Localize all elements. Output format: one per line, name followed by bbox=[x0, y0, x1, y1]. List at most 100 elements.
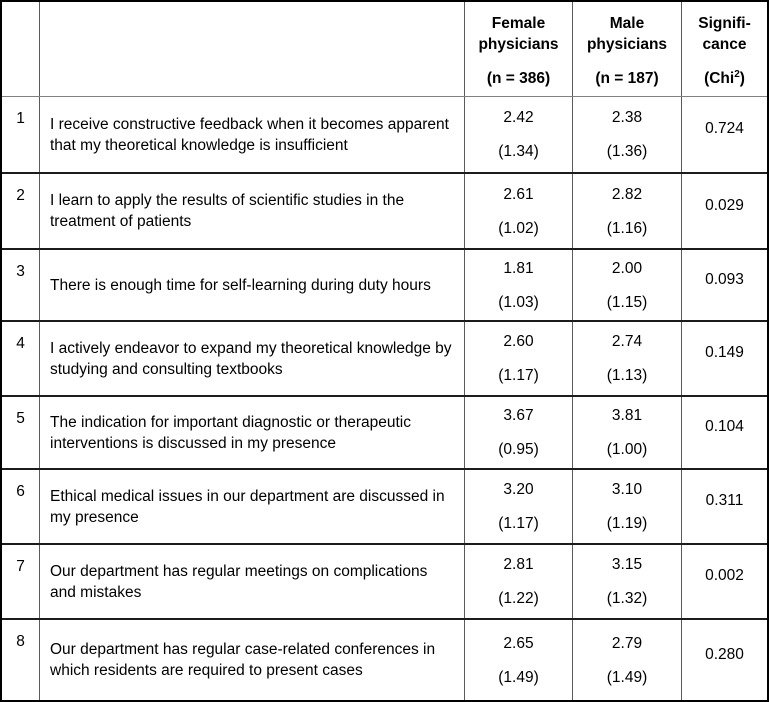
statement-text: Our department has regular case-related … bbox=[50, 641, 436, 679]
male-value-cell: 3.15 (1.32) bbox=[573, 545, 682, 618]
significance-header-line2: cance bbox=[702, 36, 747, 53]
row-number: 1 bbox=[16, 110, 25, 127]
female-header-n: (n = 386) bbox=[486, 70, 551, 87]
row-number-cell: 1 bbox=[2, 97, 40, 172]
male-value-cell: 3.10 (1.19) bbox=[573, 470, 682, 543]
table-body: 1 I receive constructive feedback when i… bbox=[2, 97, 767, 700]
significance-value: 0.149 bbox=[705, 344, 744, 361]
female-sd: (1.17) bbox=[498, 367, 539, 384]
female-value-cell: 3.67 (0.95) bbox=[465, 397, 573, 468]
female-mean: 2.42 bbox=[503, 109, 534, 126]
female-sd: (1.22) bbox=[498, 590, 539, 607]
male-value-cell: 2.38 (1.36) bbox=[573, 97, 682, 172]
significance-header-chi: (Chi2) bbox=[704, 68, 745, 89]
female-value-cell: 1.81 (1.03) bbox=[465, 250, 573, 320]
significance-value-cell: 0.104 bbox=[682, 397, 767, 468]
female-sd: (1.02) bbox=[498, 219, 539, 237]
significance-value-cell: 0.029 bbox=[682, 174, 767, 248]
male-sd: (1.19) bbox=[606, 515, 648, 532]
table-row: 8 Our department has regular case-relate… bbox=[2, 620, 767, 700]
row-number: 2 bbox=[16, 187, 25, 204]
header-cell-significance: Signifi- cance (Chi2) bbox=[682, 2, 767, 96]
significance-value: 0.029 bbox=[705, 196, 744, 214]
male-mean: 2.74 bbox=[611, 333, 643, 350]
significance-value: 0.002 bbox=[705, 567, 744, 584]
row-number-cell: 2 bbox=[2, 174, 40, 248]
row-number-cell: 7 bbox=[2, 545, 40, 618]
chi-superscript: 2 bbox=[734, 68, 740, 80]
table-row: 2 I learn to apply the results of scient… bbox=[2, 174, 767, 250]
male-value-cell: 2.00 (1.15) bbox=[573, 250, 682, 320]
statement-text: I receive constructive feedback when it … bbox=[50, 115, 449, 154]
row-number: 5 bbox=[16, 410, 25, 427]
male-mean: 2.79 bbox=[611, 634, 643, 652]
chi-suffix: ) bbox=[739, 70, 745, 87]
female-mean: 2.65 bbox=[503, 634, 534, 652]
significance-value: 0.093 bbox=[705, 270, 744, 288]
row-number-cell: 4 bbox=[2, 322, 40, 395]
female-header-line2: physicians bbox=[478, 36, 559, 53]
row-number-cell: 6 bbox=[2, 470, 40, 543]
female-value-cell: 2.60 (1.17) bbox=[465, 322, 573, 395]
header-cell-female: Female physicians (n = 386) bbox=[465, 2, 573, 96]
female-mean: 2.61 bbox=[503, 185, 534, 203]
male-value-cell: 2.74 (1.13) bbox=[573, 322, 682, 395]
female-value-cell: 2.42 (1.34) bbox=[465, 97, 573, 172]
female-sd: (0.95) bbox=[498, 441, 539, 458]
male-sd: (1.32) bbox=[606, 590, 648, 607]
female-mean: 2.60 bbox=[503, 333, 534, 350]
statement-cell: There is enough time for self-learning d… bbox=[40, 250, 465, 320]
male-sd: (1.49) bbox=[606, 668, 648, 686]
row-number-cell: 8 bbox=[2, 620, 40, 700]
male-mean: 2.82 bbox=[611, 185, 643, 203]
statement-text: The indication for important diagnostic … bbox=[50, 413, 412, 452]
statement-cell: I actively endeavor to expand my theoret… bbox=[40, 322, 465, 395]
significance-value: 0.311 bbox=[705, 492, 744, 509]
statement-text: Ethical medical issues in our department… bbox=[50, 487, 445, 526]
row-number-cell: 5 bbox=[2, 397, 40, 468]
male-mean: 3.10 bbox=[611, 481, 643, 498]
significance-value-cell: 0.311 bbox=[682, 470, 767, 543]
female-sd: (1.49) bbox=[498, 668, 539, 686]
male-value-cell: 2.79 (1.49) bbox=[573, 620, 682, 700]
statement-text: There is enough time for self-learning d… bbox=[50, 276, 431, 294]
female-sd: (1.17) bbox=[498, 515, 539, 532]
female-mean: 3.67 bbox=[503, 407, 534, 424]
row-number: 3 bbox=[16, 263, 25, 280]
statement-cell: I learn to apply the results of scientif… bbox=[40, 174, 465, 248]
significance-value-cell: 0.002 bbox=[682, 545, 767, 618]
table-row: 3 There is enough time for self-learning… bbox=[2, 250, 767, 322]
table-row: 7 Our department has regular meetings on… bbox=[2, 545, 767, 620]
male-mean: 2.38 bbox=[611, 109, 643, 126]
female-sd: (1.34) bbox=[498, 143, 539, 160]
significance-value-cell: 0.093 bbox=[682, 250, 767, 320]
male-sd: (1.13) bbox=[606, 367, 648, 384]
significance-value: 0.724 bbox=[705, 120, 744, 137]
statement-text: Our department has regular meetings on c… bbox=[50, 562, 428, 601]
row-number-cell: 3 bbox=[2, 250, 40, 320]
male-header-line2: physicians bbox=[586, 36, 668, 53]
significance-header-line1: Signifi- bbox=[698, 15, 751, 32]
header-cell-row-number bbox=[2, 2, 40, 96]
row-number: 4 bbox=[16, 335, 25, 352]
header-cell-statement bbox=[40, 2, 465, 96]
female-header-line1: Female bbox=[491, 15, 546, 32]
header-cell-male: Male physicians (n = 187) bbox=[573, 2, 682, 96]
table-row: 4 I actively endeavor to expand my theor… bbox=[2, 322, 767, 397]
significance-value-cell: 0.724 bbox=[682, 97, 767, 172]
statement-cell: I receive constructive feedback when it … bbox=[40, 97, 465, 172]
female-value-cell: 2.81 (1.22) bbox=[465, 545, 573, 618]
significance-value-cell: 0.149 bbox=[682, 322, 767, 395]
table-row: 1 I receive constructive feedback when i… bbox=[2, 97, 767, 174]
male-sd: (1.16) bbox=[606, 219, 648, 237]
male-value-cell: 3.81 (1.00) bbox=[573, 397, 682, 468]
statement-cell: The indication for important diagnostic … bbox=[40, 397, 465, 468]
male-sd: (1.36) bbox=[606, 143, 648, 160]
female-value-cell: 2.61 (1.02) bbox=[465, 174, 573, 248]
row-number: 7 bbox=[16, 558, 25, 575]
male-header-line1: Male bbox=[609, 15, 645, 32]
female-mean: 3.20 bbox=[503, 481, 534, 498]
male-value-cell: 2.82 (1.16) bbox=[573, 174, 682, 248]
row-number: 6 bbox=[16, 483, 25, 500]
